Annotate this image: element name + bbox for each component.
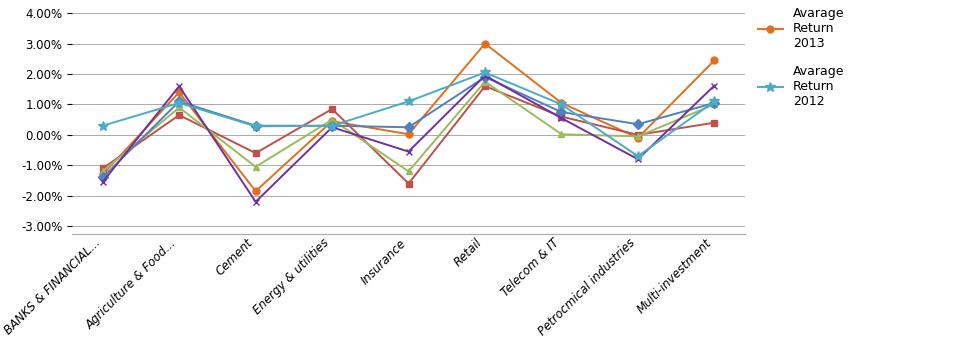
Legend: Avarage
Return
2013, Avarage
Return
2012: Avarage Return 2013, Avarage Return 2012 (757, 7, 843, 108)
